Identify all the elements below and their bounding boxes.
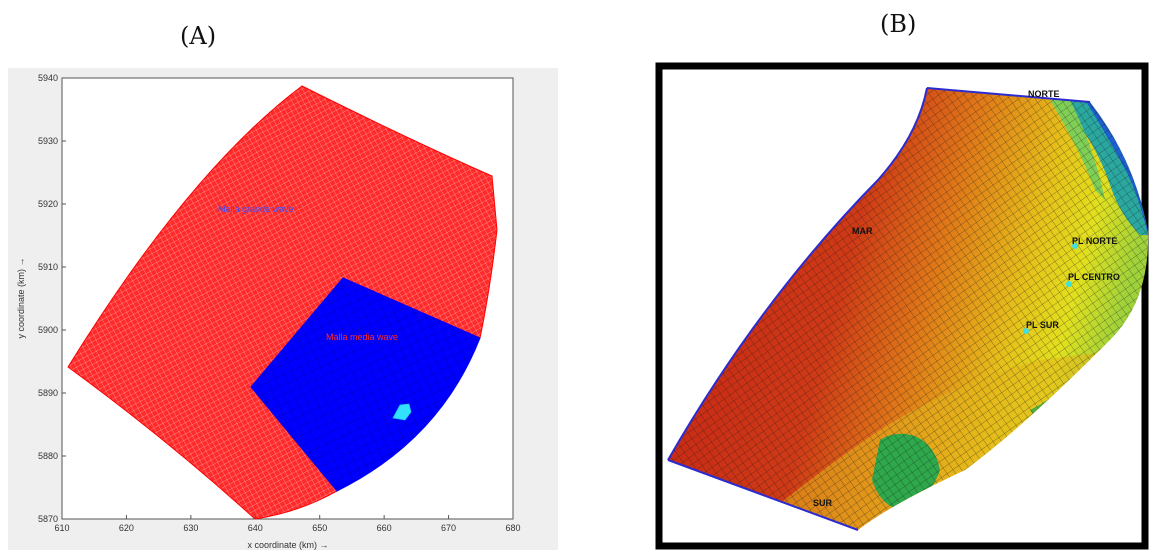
plot-a: Malla grande wave Malla media wave 610 62…	[8, 68, 558, 550]
x-tick-label: 640	[248, 523, 263, 533]
x-tick-label: 630	[183, 523, 198, 533]
large-mesh-label: Malla grande wave	[218, 204, 294, 214]
x-axis-label: x coordinate (km) →	[247, 540, 328, 550]
y-axis-label: y coordinate (km) →	[16, 257, 26, 338]
y-tick-label: 5870	[38, 514, 58, 524]
y-tick-label: 5900	[38, 325, 58, 335]
label-pl-centro: PL CENTRO	[1068, 272, 1120, 282]
medium-mesh-label: Malla media wave	[326, 332, 398, 342]
y-tick-label: 5890	[38, 388, 58, 398]
y-tick-label: 5930	[38, 136, 58, 146]
x-tick-label: 610	[54, 523, 69, 533]
x-tick-label: 680	[505, 523, 520, 533]
x-tick-label: 670	[441, 523, 456, 533]
x-tick-label: 650	[312, 523, 327, 533]
label-pl-sur: PL SUR	[1026, 320, 1059, 330]
label-pl-norte: PL NORTE	[1072, 236, 1117, 246]
y-tick-label: 5940	[38, 73, 58, 83]
y-tick-label: 5920	[38, 199, 58, 209]
y-tick-label: 5880	[38, 451, 58, 461]
label-mar: MAR	[852, 226, 873, 236]
label-norte: NORTE	[1028, 89, 1060, 99]
map-b: NORTE MAR PL NORTE PL CENTRO PL SUR SUR	[659, 66, 1152, 546]
label-sur: SUR	[813, 498, 833, 508]
x-tick-label: 620	[119, 523, 134, 533]
y-tick-label: 5910	[38, 262, 58, 272]
x-tick-label: 660	[377, 523, 392, 533]
